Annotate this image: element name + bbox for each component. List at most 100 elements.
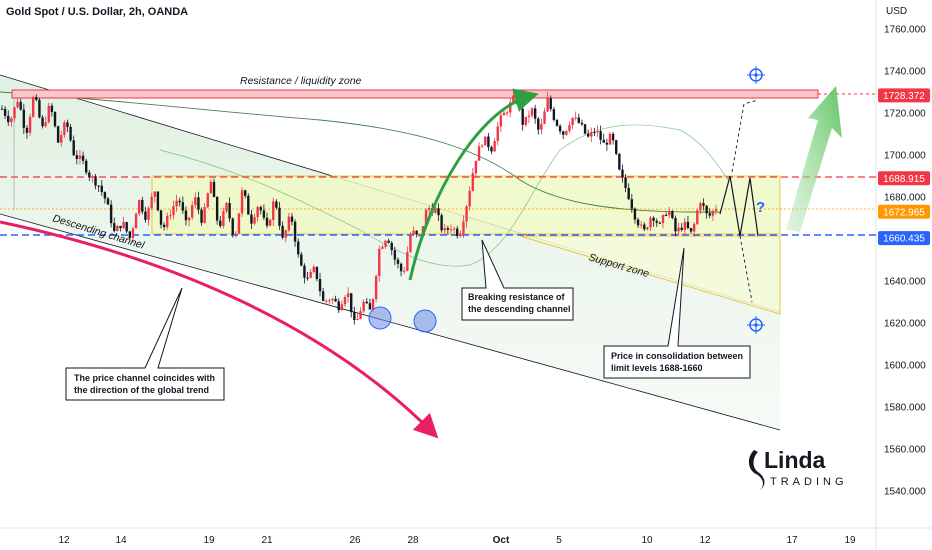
candle-body xyxy=(680,227,683,230)
candle-body xyxy=(315,266,319,280)
candle-body xyxy=(499,115,503,127)
candle-body xyxy=(13,107,16,119)
candle-body xyxy=(81,155,85,161)
candle-body xyxy=(10,118,13,123)
candle-body xyxy=(611,133,615,141)
candle-body xyxy=(287,216,291,231)
candle-body xyxy=(487,136,490,148)
target-icon-upper xyxy=(747,66,765,84)
candle-body xyxy=(75,155,79,159)
candle-body xyxy=(337,301,340,311)
candle-body xyxy=(359,311,362,319)
candle-body xyxy=(231,218,234,235)
candle-body xyxy=(530,108,534,116)
candle-body xyxy=(378,248,381,277)
candle-body xyxy=(446,228,450,230)
time-axis[interactable]: 12 14 19 21 26 28 Oct 5 10 12 17 19 xyxy=(58,535,856,546)
svg-text:limit levels 1688-1660: limit levels 1688-1660 xyxy=(611,363,703,373)
candle-body xyxy=(184,210,188,221)
candle-body xyxy=(265,217,269,226)
candle-body xyxy=(577,117,581,123)
y-tick-label: 1740.000 xyxy=(884,67,926,78)
candle-body xyxy=(225,203,228,212)
candle-body xyxy=(449,229,453,231)
global-trend-arrow xyxy=(0,220,439,439)
bearish-projection xyxy=(739,235,753,303)
candle-body xyxy=(705,205,708,214)
candle-body xyxy=(237,213,241,234)
candle-body xyxy=(546,98,549,112)
candle-body xyxy=(415,230,418,235)
candle-body xyxy=(661,215,665,224)
candle-body xyxy=(162,224,166,228)
candle-body xyxy=(41,117,44,127)
candle-body xyxy=(396,259,400,264)
price-label-box xyxy=(878,204,930,219)
candle-body xyxy=(618,153,621,170)
candle-body xyxy=(250,214,253,224)
candle-body xyxy=(153,191,156,197)
candle-body xyxy=(537,118,540,130)
candle-body xyxy=(599,131,602,140)
candle-body xyxy=(615,140,618,154)
candle-body xyxy=(462,221,465,234)
candle-body xyxy=(318,279,322,292)
price-labels: 1728.372 1688.915 1672.965 1660.435 xyxy=(878,88,930,246)
candle-body xyxy=(53,111,57,127)
candle-body xyxy=(256,207,259,218)
y-tick-label: 1600.000 xyxy=(884,361,926,372)
candle-body xyxy=(683,221,687,230)
candle-body xyxy=(630,199,634,209)
candle-body xyxy=(91,176,94,178)
candle-body xyxy=(31,97,35,117)
candle-body xyxy=(593,131,596,133)
candle-body xyxy=(334,298,337,302)
candle-body xyxy=(468,190,471,207)
candle-body xyxy=(137,199,141,214)
candle-body xyxy=(459,233,462,237)
candle-body xyxy=(505,112,509,114)
candle-body xyxy=(480,145,484,147)
candle-body xyxy=(390,242,393,251)
candle-body xyxy=(268,219,272,226)
candle-body xyxy=(477,146,481,161)
y-tick-label: 1640.000 xyxy=(884,277,926,288)
candle-body xyxy=(509,102,512,113)
candle-body xyxy=(197,197,200,210)
candle-body xyxy=(175,200,178,207)
candle-body xyxy=(35,97,38,100)
target-icon-lower xyxy=(747,316,765,334)
candle-body xyxy=(574,117,577,119)
candle-body xyxy=(362,301,365,312)
candle-body xyxy=(496,126,499,142)
breakout-arrow xyxy=(408,88,539,281)
candle-body xyxy=(652,217,655,221)
candle-body xyxy=(493,141,496,152)
candle-body xyxy=(440,215,443,231)
price-label-box xyxy=(878,88,930,103)
candle-body xyxy=(328,300,331,302)
candle-body xyxy=(621,169,624,178)
candle-body xyxy=(243,190,247,196)
candle-body xyxy=(278,207,281,226)
candle-body xyxy=(103,192,107,199)
candle-body xyxy=(212,181,216,198)
candle-body xyxy=(19,101,22,110)
slow-moving-average xyxy=(0,91,720,213)
candle-body xyxy=(0,108,4,110)
candle-body xyxy=(343,297,347,305)
candle-body xyxy=(562,131,565,135)
candle-body xyxy=(194,197,197,206)
candle-body xyxy=(178,200,181,203)
x-tick-label: 19 xyxy=(203,535,215,546)
candle-body xyxy=(371,298,375,310)
candle-body xyxy=(69,126,72,141)
candle-body xyxy=(702,203,705,206)
candle-body xyxy=(365,301,368,304)
descending-channel-area xyxy=(0,75,780,430)
resistance-zone-label: Resistance / liquidity zone xyxy=(240,75,362,87)
candle-body xyxy=(187,217,191,221)
candle-body xyxy=(97,185,100,187)
candle-body xyxy=(116,225,119,232)
